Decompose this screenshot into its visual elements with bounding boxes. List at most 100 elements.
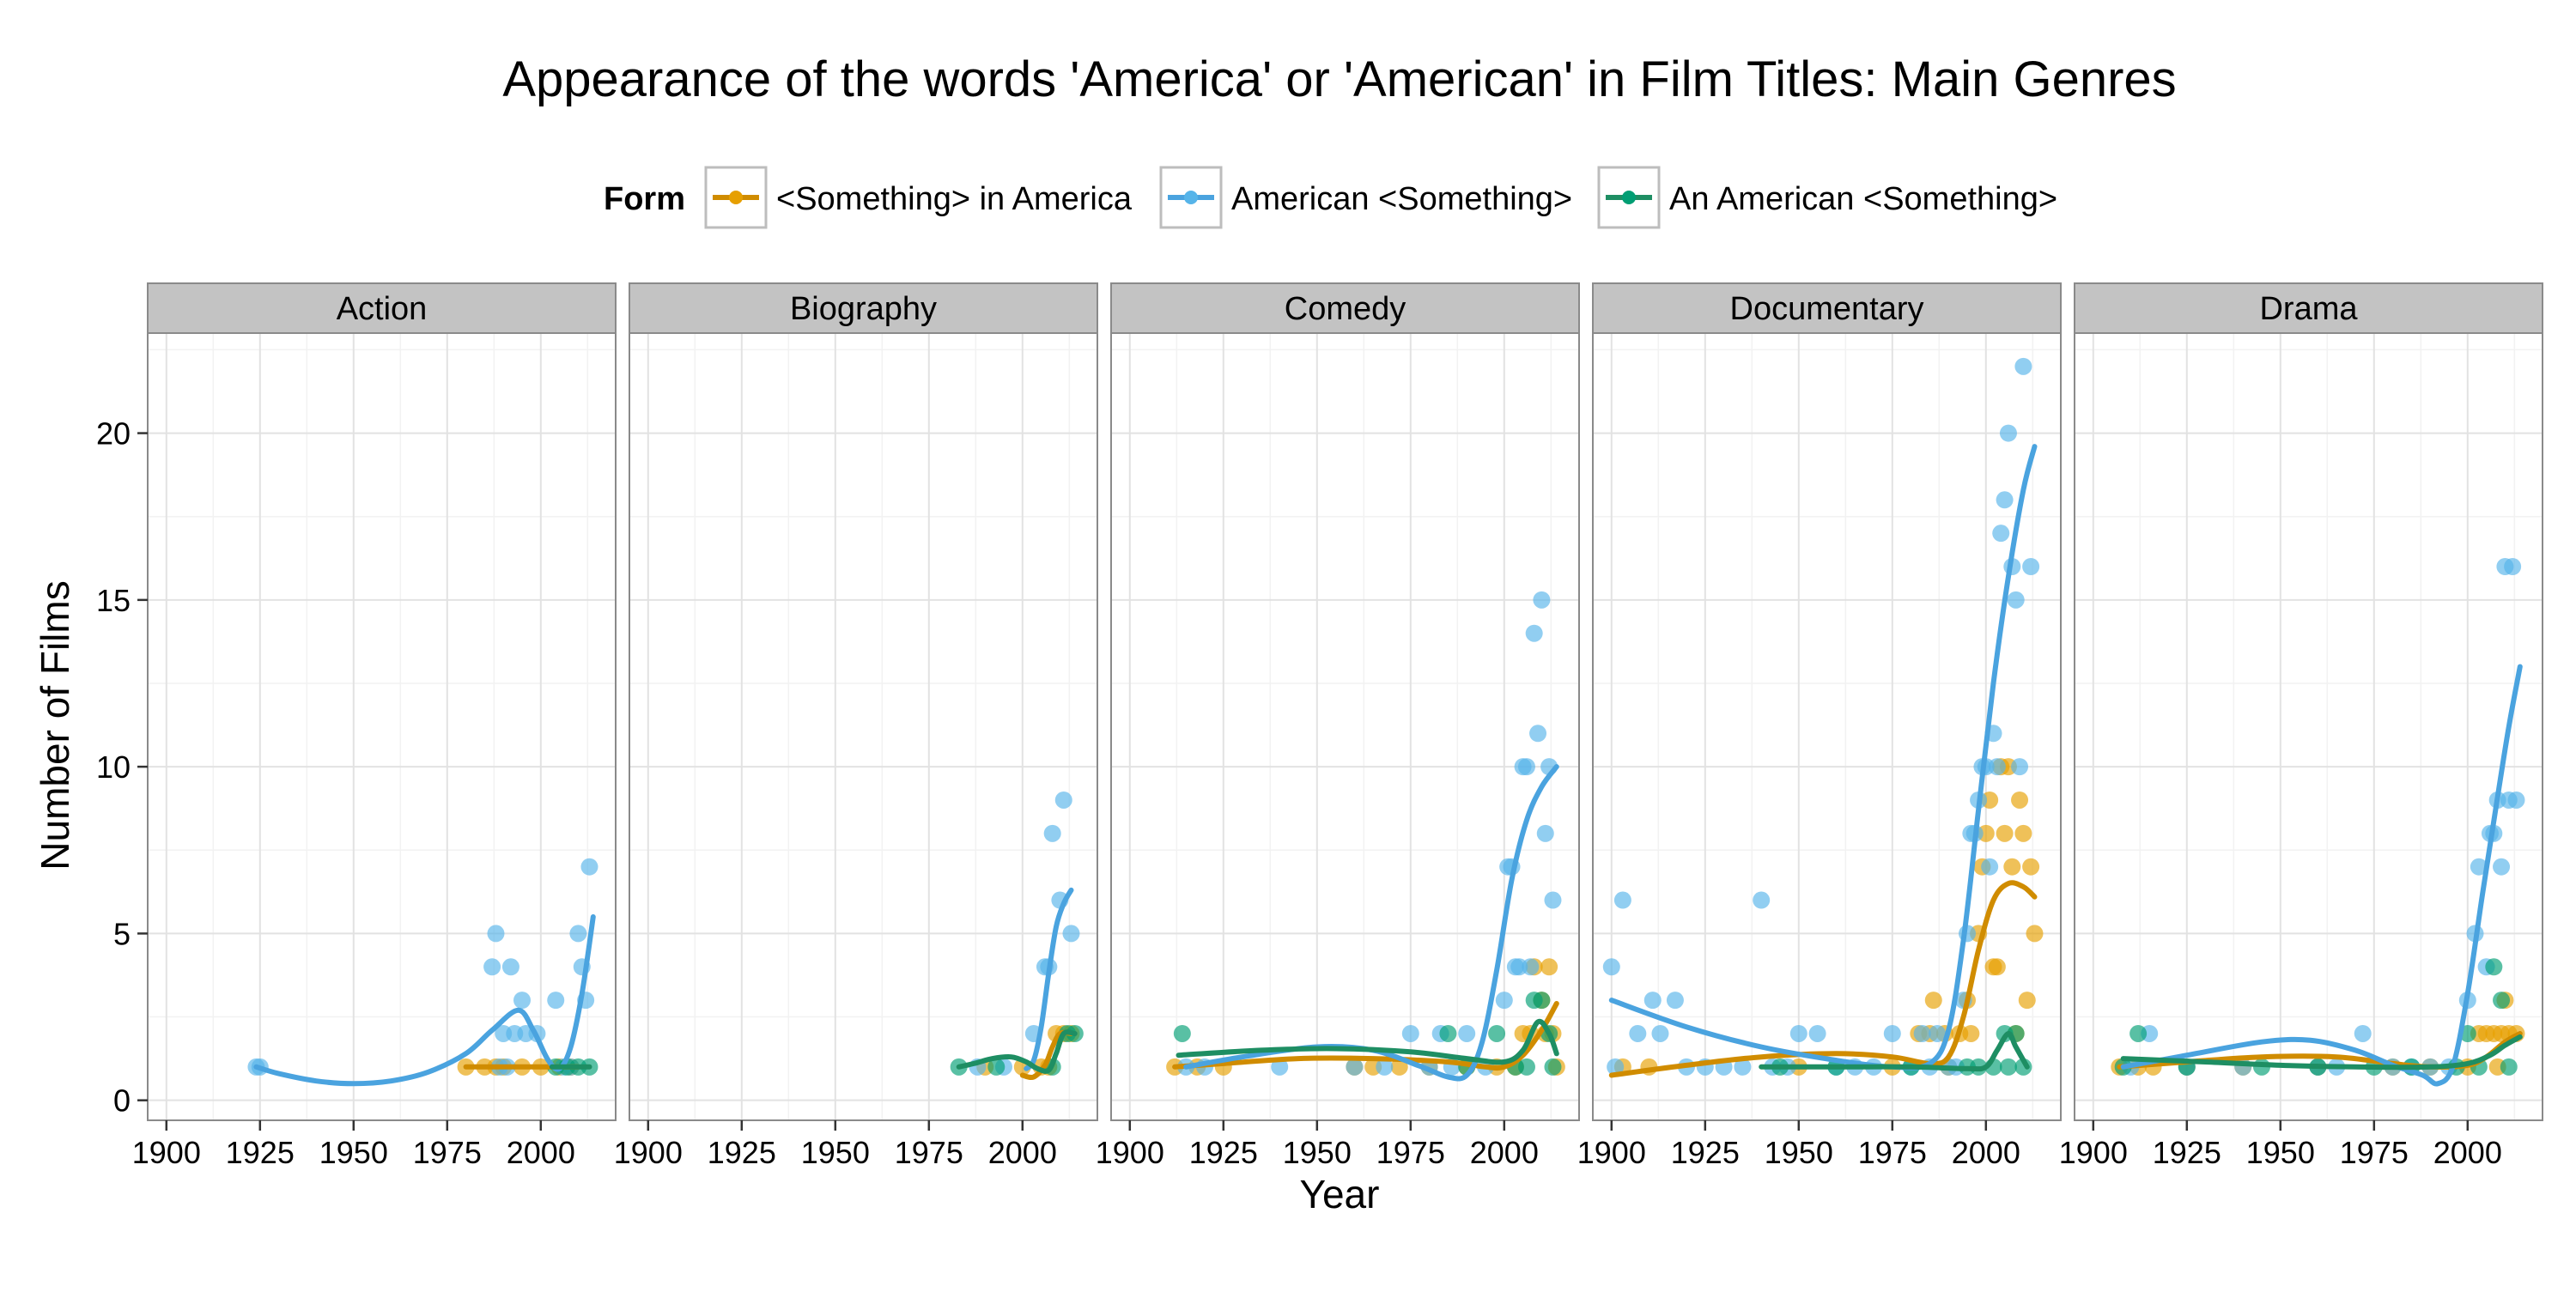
smooth-line <box>1172 1001 1559 1071</box>
data-point <box>1390 1058 1408 1076</box>
panel-background <box>1111 333 1579 1120</box>
data-point <box>1525 624 1543 642</box>
data-point <box>1062 925 1080 943</box>
y-tick-label: 5 <box>113 916 131 951</box>
data-point <box>547 992 565 1010</box>
data-point <box>1173 1024 1191 1042</box>
x-tick-label: 1925 <box>1189 1135 1258 1170</box>
x-tick-label: 1950 <box>1765 1135 1833 1170</box>
data-point <box>1533 992 1551 1010</box>
data-point <box>2018 992 2036 1010</box>
data-point <box>2014 357 2032 375</box>
data-point <box>513 992 531 1010</box>
data-point <box>1544 891 1562 909</box>
data-point <box>2507 791 2525 809</box>
x-tick-label: 2000 <box>988 1135 1057 1170</box>
data-point <box>987 1058 1005 1076</box>
data-point <box>2011 758 2029 776</box>
x-tick-label: 2000 <box>1952 1135 2020 1170</box>
x-tick-label: 1900 <box>1096 1135 1164 1170</box>
data-point <box>1651 1024 1669 1042</box>
smooth-line <box>956 1029 1078 1074</box>
y-axis-label: Number of Films <box>33 580 77 870</box>
data-point <box>2014 824 2032 842</box>
data-point <box>1517 1058 1535 1076</box>
panel: Documentary 1900 1925 1950 1975 2000 <box>1577 282 2062 1170</box>
chart-title: Appearance of the words 'America' or 'Am… <box>502 52 2176 107</box>
panel-background <box>629 333 1097 1120</box>
data-point <box>1458 1024 1476 1042</box>
data-point <box>501 958 519 976</box>
panel-background <box>2075 333 2543 1120</box>
data-point <box>2493 992 2511 1010</box>
legend-key-point <box>1184 191 1198 204</box>
panel-border <box>147 332 617 1121</box>
x-tick-label: 1925 <box>2153 1135 2221 1170</box>
panel-strip-label: Drama <box>2259 291 2358 327</box>
legend: Form <Something> in America American <Som… <box>604 166 2057 229</box>
data-point <box>1992 525 2010 543</box>
x-tick-label: 1925 <box>1671 1135 1740 1170</box>
data-point <box>1613 891 1631 909</box>
legend-label: American <Something> <box>1231 181 1572 217</box>
smooth-line <box>1176 1018 1559 1065</box>
data-point <box>1629 1024 1647 1042</box>
panel: Action 1900 1925 1950 1975 2000 <box>132 282 617 1170</box>
panels: Action 1900 1925 1950 1975 2000 Biography 1900 1… <box>132 282 2543 1170</box>
data-point <box>1522 958 1540 976</box>
data-point <box>1488 1024 1506 1042</box>
data-point <box>1962 1024 1980 1042</box>
data-point <box>1808 1024 1826 1042</box>
x-tick-label: 1900 <box>132 1135 201 1170</box>
legend-label: An American <Something> <box>1669 181 2057 217</box>
x-tick-label: 1925 <box>226 1135 295 1170</box>
data-point <box>1996 824 2014 842</box>
data-point <box>483 958 501 976</box>
data-point <box>1401 1024 1419 1042</box>
x-tick-label: 1950 <box>2246 1135 2315 1170</box>
panel-grid <box>2075 333 2543 1120</box>
y-tick-label: 0 <box>113 1083 131 1119</box>
panel-strip-label: Documentary <box>1730 291 1924 327</box>
smooth-line <box>253 914 596 1087</box>
data-point <box>2129 1024 2148 1042</box>
panel: Biography 1900 1925 1950 1975 2000 <box>614 282 1098 1170</box>
data-point <box>1924 992 1942 1010</box>
panel-strip-label: Action <box>337 291 428 327</box>
data-point <box>2504 557 2522 575</box>
data-point <box>1988 758 2006 776</box>
data-point <box>1544 1058 1562 1076</box>
data-point <box>1495 992 1513 1010</box>
data-point <box>2354 1024 2372 1042</box>
legend-item: An American <Something> <box>1597 166 2057 229</box>
data-point <box>2022 557 2040 575</box>
data-point <box>1988 958 2006 976</box>
x-tick-label: 1900 <box>2059 1135 2128 1170</box>
x-tick-label: 1975 <box>413 1135 482 1170</box>
data-point <box>2003 858 2021 876</box>
data-point <box>1929 1024 1947 1042</box>
legend-key-point <box>1622 191 1636 204</box>
smooth-line <box>2120 1034 2523 1071</box>
panel-grid <box>1593 333 2061 1120</box>
x-tick-label: 1900 <box>614 1135 683 1170</box>
panel: Drama 1900 1925 1950 1975 2000 <box>2059 282 2543 1170</box>
data-point <box>2007 591 2025 609</box>
smooth-line <box>2120 664 2523 1087</box>
panel-background <box>148 333 616 1120</box>
data-point <box>2485 958 2503 976</box>
smooth-line <box>1759 1031 2030 1072</box>
panel-border <box>2074 332 2543 1121</box>
panel-grid <box>148 333 616 1120</box>
x-tick-label: 1975 <box>2340 1135 2409 1170</box>
panel-strip <box>629 282 1098 334</box>
data-point <box>1529 725 1547 743</box>
legend-item: <Something> in America <box>704 166 1133 229</box>
data-point <box>569 925 587 943</box>
x-tick-label: 1900 <box>1577 1135 1646 1170</box>
x-axis-label: Year <box>1300 1172 1380 1216</box>
data-point <box>1753 891 1771 909</box>
panel: Comedy 1900 1925 1950 1975 2000 <box>1096 282 1580 1170</box>
data-point <box>1607 1058 1625 1076</box>
